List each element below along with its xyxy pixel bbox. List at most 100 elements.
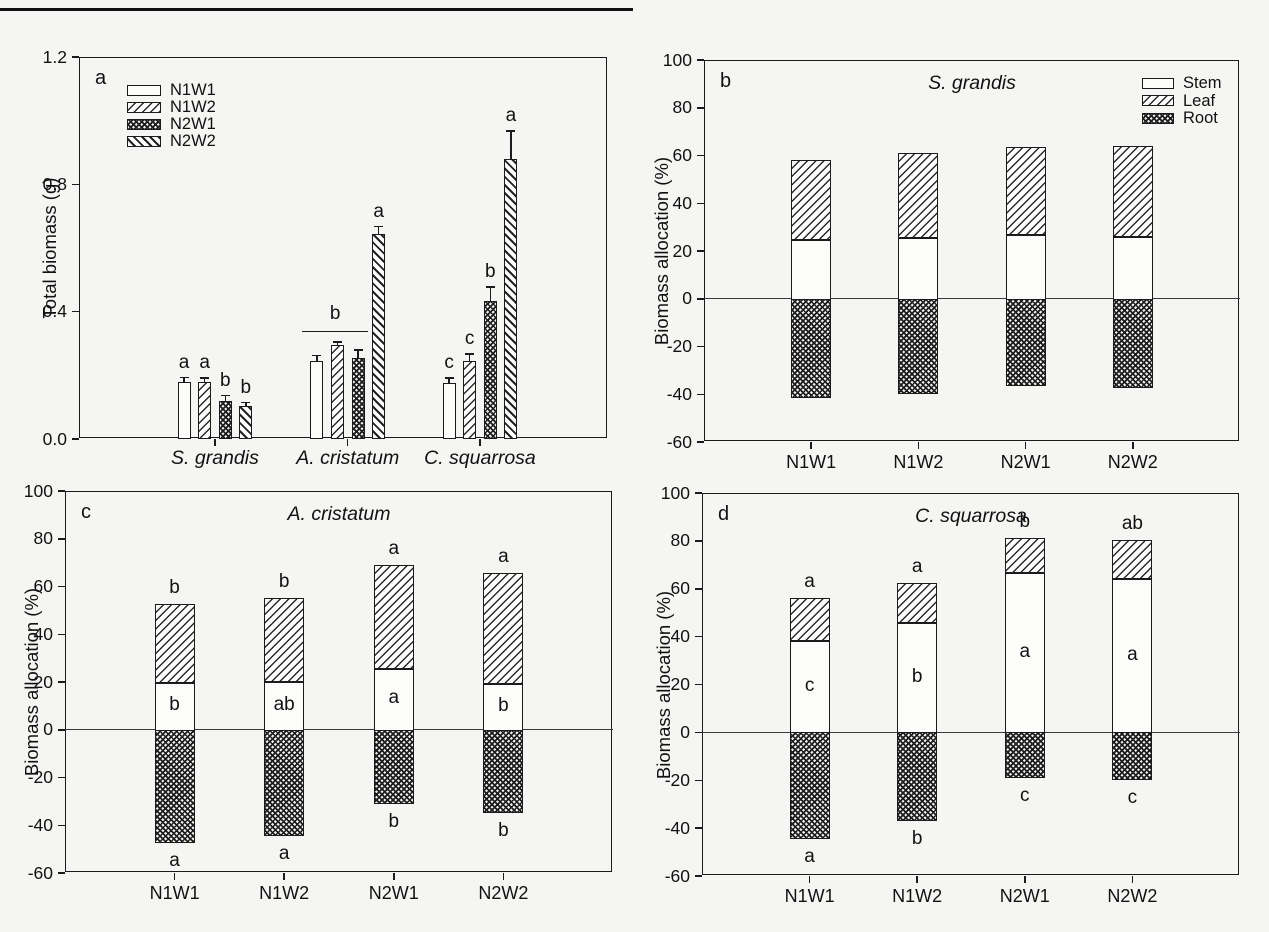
error-bar-cap — [353, 349, 363, 351]
y-tick-label: 100 — [662, 49, 692, 70]
leaf-pattern-swatch — [1142, 95, 1174, 107]
n2w1-pattern-swatch — [127, 118, 161, 130]
error-bar-cap — [312, 354, 322, 356]
x-tick — [810, 442, 812, 449]
n2w2-pattern-swatch — [127, 136, 161, 148]
y-tick — [695, 731, 702, 734]
letter-below: b — [911, 827, 923, 849]
y-axis-title: Biomass allocation (%) — [653, 590, 674, 779]
y-tick-label: 60 — [672, 145, 692, 165]
n1w2-pattern-swatch — [127, 101, 161, 113]
error-bar — [357, 350, 359, 358]
x-tick-label: N1W1 — [784, 886, 835, 906]
letter-below: b — [388, 810, 400, 832]
letter-stem: a — [1127, 643, 1138, 665]
error-bar-cap — [485, 286, 495, 288]
x-tick — [346, 439, 349, 446]
y-tick — [695, 588, 702, 590]
x-tick-label: N2W1 — [1000, 452, 1051, 472]
x-tick-label: N2W1 — [368, 883, 419, 903]
legend-entry-N1W2: N1W2 — [127, 99, 277, 115]
y-tick-label: 80 — [672, 97, 692, 118]
y-tick-label: -60 — [666, 431, 692, 452]
letter-below: c — [1020, 784, 1030, 806]
y-tick — [697, 441, 704, 443]
error-bar-cap — [506, 130, 516, 132]
y-tick — [695, 875, 702, 877]
stem-pattern-swatch — [1142, 77, 1174, 89]
panel-letter-c: c — [81, 501, 91, 523]
root-bar-N1W2 — [898, 298, 939, 395]
y-tick — [697, 393, 704, 395]
letter-below: b — [498, 820, 509, 842]
bracket-letter: b — [329, 302, 341, 324]
bar-N1W1-0 — [177, 381, 191, 439]
x-tick-label: N2W2 — [1107, 452, 1158, 472]
leaf-bar-N2W2 — [1112, 539, 1153, 580]
stem-bar-N1W2 — [898, 237, 939, 300]
error-bar — [377, 226, 380, 234]
error-bar — [510, 130, 512, 159]
letter-stem: b — [498, 695, 509, 717]
y-tick-label: 40 — [672, 192, 692, 213]
x-tick — [479, 439, 481, 446]
y-tick-label: -40 — [664, 817, 690, 838]
zero-line — [65, 729, 613, 731]
error-bar — [224, 395, 226, 401]
letter-stem: a — [1019, 640, 1031, 662]
legend-label: N2W2 — [170, 132, 216, 151]
significance-bracket — [302, 330, 369, 333]
bar-N1W2-0 — [198, 381, 212, 439]
y-tick — [72, 183, 79, 186]
y-tick-label: -60 — [27, 862, 53, 883]
y-tick — [58, 776, 65, 779]
panel-title-d: C. squarrosa — [915, 505, 1027, 527]
y-tick-label: -40 — [27, 814, 53, 835]
root-bar-N2W2 — [1112, 298, 1153, 389]
y-tick-label: 0 — [680, 721, 690, 742]
y-axis-title: Biomass allocation (%) — [651, 156, 672, 346]
x-tick — [1132, 442, 1134, 449]
sig-letter: c — [444, 352, 454, 374]
y-tick — [697, 107, 704, 109]
x-tick — [1024, 442, 1027, 449]
sig-letter: a — [178, 351, 190, 373]
y-tick-label: 0 — [682, 288, 692, 309]
root-bar-N2W1 — [373, 729, 414, 804]
y-tick — [58, 729, 65, 731]
bar-N2W2-0 — [239, 405, 253, 439]
panel-b-frame — [704, 60, 1239, 441]
y-tick — [58, 490, 65, 492]
bar-N1W2-1 — [330, 345, 344, 439]
y-tick-label: -40 — [666, 383, 692, 404]
leaf-bar-N2W2 — [483, 573, 524, 685]
error-bar-cap — [179, 376, 189, 379]
letter-above: a — [911, 555, 923, 577]
stem-bar-N1W2 — [264, 682, 305, 731]
x-tick-label: N2W2 — [1107, 886, 1158, 906]
letter-below: a — [169, 850, 180, 872]
root-bar-N1W1 — [791, 298, 832, 398]
letter-above: b — [278, 571, 290, 593]
error-bar — [448, 378, 450, 384]
letter-stem: ab — [273, 693, 295, 715]
y-tick-label: 0.0 — [42, 428, 67, 449]
y-tick-label: 80 — [33, 528, 53, 549]
root-bar-N1W2 — [264, 729, 305, 836]
y-tick — [695, 540, 702, 542]
leaf-bar-N2W1 — [1005, 147, 1046, 236]
y-tick — [697, 345, 704, 348]
stem-bar-N2W1 — [1004, 573, 1045, 734]
stem-bar-N1W1 — [791, 240, 832, 300]
error-bar — [489, 287, 491, 301]
error-bar — [468, 354, 471, 361]
x-tick — [393, 873, 395, 880]
legend-entry-Leaf: Leaf — [1142, 93, 1269, 109]
stem-bar-N1W1 — [154, 683, 195, 731]
x-category-label: S. grandis — [171, 447, 259, 469]
letter-below: c — [1127, 787, 1138, 809]
panel-letter-b: b — [720, 70, 732, 92]
letter-stem: b — [911, 665, 923, 687]
root-bar-N1W1 — [154, 729, 195, 844]
top-border-artifact — [0, 8, 633, 11]
